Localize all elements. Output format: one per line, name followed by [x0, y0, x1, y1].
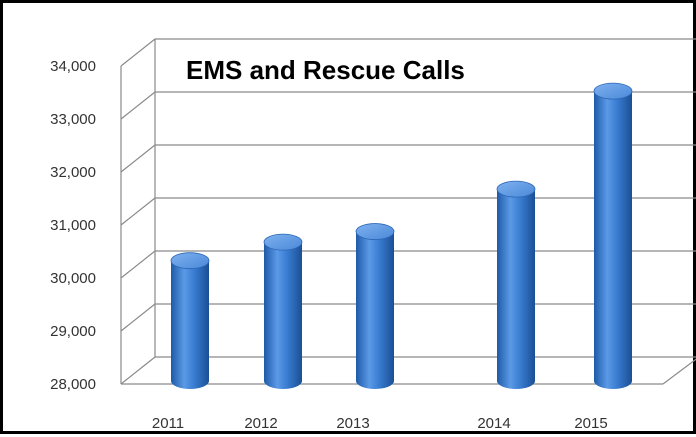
y-tick-label: 28,000	[50, 376, 96, 393]
gridline	[120, 144, 696, 173]
x-tick-label: 2013	[336, 415, 369, 432]
bar-body	[594, 91, 632, 389]
y-tick-label: 29,000	[50, 323, 96, 340]
chart-canvas: 28,000 29,000 30,000 31,000 32,000 33,000 34,0…	[50, 38, 696, 432]
y-tick-label: 32,000	[50, 164, 96, 181]
bar-body	[264, 242, 302, 389]
x-tick-label: 2015	[574, 415, 607, 432]
gridline	[120, 38, 696, 67]
gridline	[120, 91, 696, 120]
bar-body	[356, 231, 394, 389]
bar-top	[355, 223, 395, 240]
bar-body	[171, 260, 209, 389]
axis-layer: 28,000 29,000 30,000 31,000 32,000 33,000 34,0…	[50, 58, 608, 432]
chart-title: EMS and Rescue Calls	[186, 55, 465, 85]
x-tick-label: 2014	[477, 415, 510, 432]
x-tick-label: 2011	[152, 415, 184, 432]
y-tick-label: 31,000	[50, 217, 96, 234]
bar	[593, 82, 633, 389]
y-tick-label: 34,000	[50, 58, 96, 75]
bar-top	[263, 233, 303, 251]
bar	[170, 252, 210, 389]
y-tick-label: 33,000	[50, 111, 96, 128]
y-tick-label: 30,000	[50, 270, 96, 287]
bar-top	[496, 180, 536, 198]
bar	[355, 223, 395, 389]
bar-body	[497, 189, 535, 389]
bar-top	[170, 252, 210, 270]
floor-side-edge	[662, 358, 696, 385]
bar	[496, 180, 536, 389]
bar	[263, 233, 303, 389]
bar-layer	[170, 82, 633, 389]
bar-top	[593, 82, 633, 100]
x-tick-label: 2012	[244, 415, 277, 432]
